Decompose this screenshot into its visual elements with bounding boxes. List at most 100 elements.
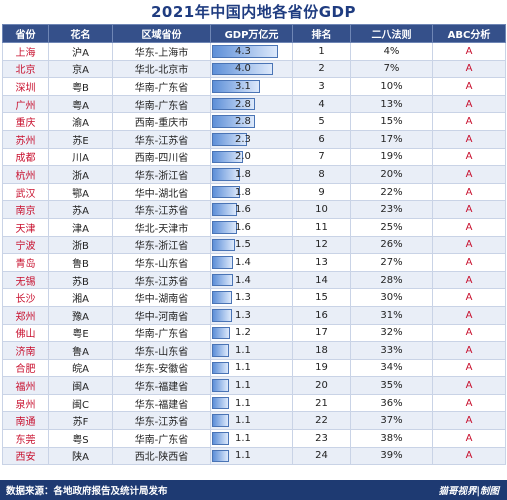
- gdp-value: 1.8: [235, 168, 251, 180]
- cell-province: 郑州: [2, 305, 49, 325]
- cell-province: 无锡: [2, 270, 49, 290]
- cell-rank: 2: [292, 59, 351, 79]
- cell-pareto: 7%: [350, 59, 433, 79]
- gdp-value: 1.1: [235, 415, 251, 427]
- cell-pareto: 15%: [350, 112, 433, 131]
- table-row: 长沙 湘A 华中-湖南省 1.3 15 30% A: [2, 288, 506, 307]
- cell-province: 东莞: [2, 429, 49, 448]
- gdp-value: 1.3: [235, 309, 251, 321]
- gdp-bar: [212, 80, 260, 93]
- cell-gdp: 1.2: [210, 323, 293, 343]
- cell-rank: 21: [292, 393, 351, 413]
- header-region: 区域省份: [112, 24, 211, 43]
- gdp-bar: [212, 326, 231, 340]
- cell-abc: A: [432, 429, 506, 448]
- gdp-bar: [212, 97, 255, 111]
- gdp-value: 2.8: [235, 98, 251, 110]
- cell-gdp: 1.1: [210, 429, 293, 448]
- table-row: 苏州 苏E 华东-江苏省 2.3 6 17% A: [2, 129, 506, 149]
- cell-province: 青岛: [2, 253, 49, 272]
- cell-region: 华南-广东省: [112, 429, 211, 448]
- cell-gdp: 1.6: [210, 200, 293, 219]
- cell-plate: 粤E: [48, 323, 113, 343]
- cell-plate: 浙B: [48, 235, 113, 255]
- cell-abc: A: [432, 235, 506, 255]
- cell-province: 杭州: [2, 165, 49, 184]
- cell-plate: 苏E: [48, 129, 113, 149]
- cell-province: 长沙: [2, 288, 49, 307]
- cell-abc: A: [432, 411, 506, 431]
- gdp-value: 3.1: [235, 80, 251, 92]
- cell-gdp: 2.3: [210, 129, 293, 149]
- cell-plate: 闽C: [48, 393, 113, 413]
- table-row: 泉州 闽C 华东-福建省 1.1 21 36% A: [2, 393, 506, 413]
- gdp-value: 2.8: [235, 116, 251, 128]
- cell-rank: 12: [292, 235, 351, 255]
- gdp-bar: [212, 273, 234, 287]
- table-row: 上海 沪A 华东-上海市 4.3 1 4% A: [2, 42, 506, 61]
- cell-plate: 津A: [48, 217, 113, 237]
- table-header-row: 省份 花名 区域省份 GDP万亿元 排名 二八法则 ABC分析: [2, 24, 506, 43]
- cell-gdp: 1.1: [210, 376, 293, 395]
- cell-plate: 粤A: [48, 94, 113, 114]
- cell-rank: 14: [292, 270, 351, 290]
- cell-region: 华东-福建省: [112, 393, 211, 413]
- cell-region: 华北-北京市: [112, 59, 211, 79]
- gdp-value: 1.1: [235, 380, 251, 392]
- cell-region: 华东-上海市: [112, 42, 211, 61]
- cell-abc: A: [432, 446, 506, 466]
- gdp-bar: [212, 379, 229, 392]
- cell-province: 南京: [2, 200, 49, 219]
- gdp-value: 1.1: [235, 344, 251, 356]
- table-row: 成都 川A 西南-四川省 2.0 7 19% A: [2, 147, 506, 167]
- cell-pareto: 25%: [350, 217, 433, 237]
- gdp-bar: [212, 168, 240, 181]
- cell-gdp: 1.1: [210, 393, 293, 413]
- cell-plate: 苏B: [48, 270, 113, 290]
- cell-abc: A: [432, 42, 506, 61]
- cell-gdp: 1.8: [210, 182, 293, 202]
- cell-abc: A: [432, 94, 506, 114]
- cell-plate: 鲁A: [48, 341, 113, 360]
- cell-pareto: 13%: [350, 94, 433, 114]
- gdp-value: 1.6: [235, 204, 251, 216]
- gdp-value: 2.3: [235, 133, 251, 145]
- cell-region: 华东-山东省: [112, 341, 211, 360]
- cell-region: 华南-广东省: [112, 94, 211, 114]
- cell-rank: 15: [292, 288, 351, 307]
- cell-pareto: 22%: [350, 182, 433, 202]
- cell-abc: A: [432, 59, 506, 79]
- cell-pareto: 27%: [350, 253, 433, 272]
- table-row: 深圳 粤B 华南-广东省 3.1 3 10% A: [2, 77, 506, 96]
- header-rank: 排名: [292, 24, 351, 43]
- gdp-bar: [212, 308, 232, 322]
- cell-gdp: 1.4: [210, 270, 293, 290]
- cell-gdp: 1.1: [210, 446, 293, 466]
- table-row: 南京 苏A 华东-江苏省 1.6 10 23% A: [2, 200, 506, 219]
- cell-pareto: 34%: [350, 358, 433, 378]
- table-row: 佛山 粤E 华南-广东省 1.2 17 32% A: [2, 323, 506, 343]
- cell-region: 华中-湖北省: [112, 182, 211, 202]
- cell-province: 上海: [2, 42, 49, 61]
- cell-abc: A: [432, 77, 506, 96]
- cell-gdp: 1.5: [210, 235, 293, 255]
- header-pareto: 二八法则: [350, 24, 433, 43]
- cell-rank: 8: [292, 165, 351, 184]
- cell-plate: 苏F: [48, 411, 113, 431]
- table-body: 上海 沪A 华东-上海市 4.3 1 4% A 北京 京A 华北-北京市 4.0 2 7% A 深圳 粤B 华南…: [2, 42, 506, 466]
- cell-rank: 24: [292, 446, 351, 466]
- cell-region: 华东-江苏省: [112, 129, 211, 149]
- gdp-value: 1.4: [235, 274, 251, 286]
- table-row: 济南 鲁A 华东-山东省 1.1 18 33% A: [2, 341, 506, 360]
- cell-pareto: 31%: [350, 305, 433, 325]
- gdp-value: 4.3: [235, 45, 251, 57]
- cell-province: 佛山: [2, 323, 49, 343]
- cell-region: 华中-河南省: [112, 305, 211, 325]
- page-title: 2021年中国内地各省份GDP: [150, 3, 356, 21]
- table-row: 杭州 浙A 华东-浙江省 1.8 8 20% A: [2, 165, 506, 184]
- cell-plate: 京A: [48, 59, 113, 79]
- cell-region: 华南-广东省: [112, 323, 211, 343]
- cell-rank: 3: [292, 77, 351, 96]
- cell-region: 西南-四川省: [112, 147, 211, 167]
- cell-plate: 湘A: [48, 288, 113, 307]
